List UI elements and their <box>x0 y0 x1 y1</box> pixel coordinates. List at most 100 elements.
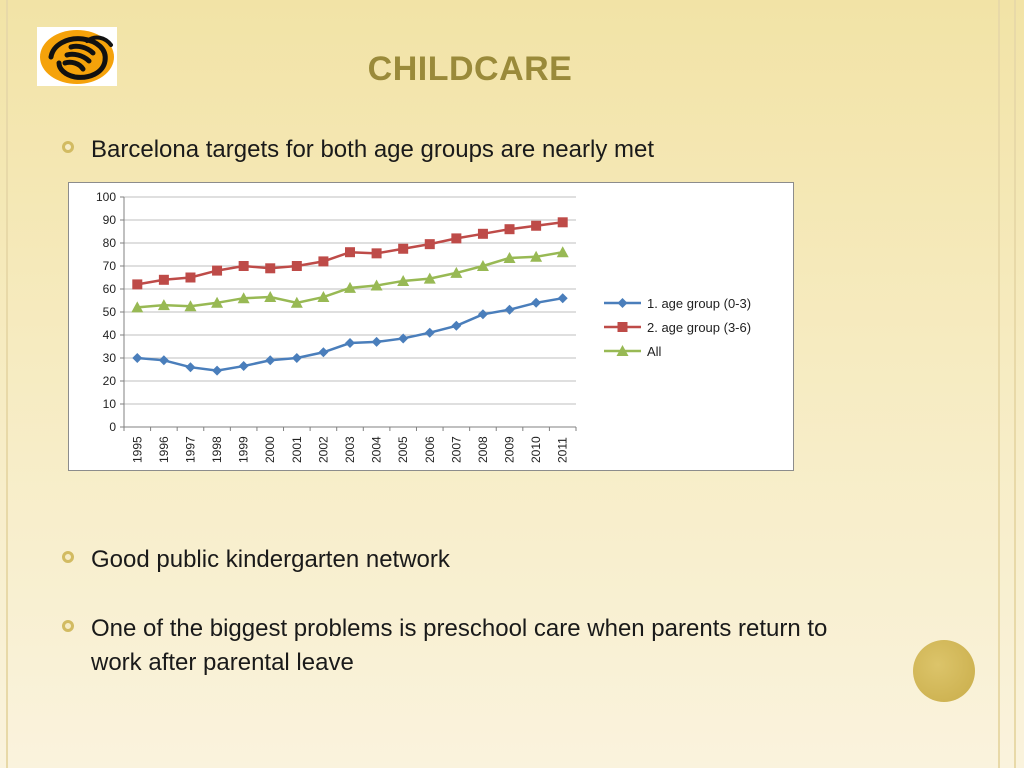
bullet-text: One of the biggest problems is preschool… <box>91 615 828 676</box>
data-point <box>398 243 409 254</box>
data-point <box>397 274 410 286</box>
data-point <box>185 272 196 283</box>
x-tick-label: 2007 <box>449 436 463 463</box>
data-point <box>264 291 277 303</box>
y-tick-label: 90 <box>103 213 117 227</box>
data-point <box>504 224 515 235</box>
data-point <box>531 297 542 308</box>
x-tick-label: 2003 <box>343 436 357 463</box>
data-point <box>398 333 409 344</box>
data-point <box>451 320 462 331</box>
data-point <box>265 355 276 366</box>
bullet-icon <box>62 620 74 632</box>
x-tick-label: 2001 <box>290 436 304 463</box>
data-point <box>318 347 329 358</box>
bullet-text: Barcelona targets for both age groups ar… <box>91 136 654 163</box>
data-point <box>424 239 435 250</box>
data-point <box>345 338 355 349</box>
data-point <box>291 353 302 363</box>
data-point <box>423 272 436 284</box>
y-tick-label: 50 <box>103 305 117 319</box>
x-tick-label: 1995 <box>130 436 144 463</box>
data-point <box>237 292 250 304</box>
x-tick-label: 1998 <box>210 436 224 463</box>
x-tick-label: 2002 <box>316 436 330 463</box>
data-point <box>345 247 355 258</box>
data-point <box>616 345 629 356</box>
data-point <box>503 251 516 263</box>
data-point <box>617 298 628 308</box>
x-tick-label: 2011 <box>556 437 570 463</box>
bullet-icon <box>62 551 74 563</box>
data-point <box>185 362 196 373</box>
y-tick-label: 40 <box>103 328 117 342</box>
data-point <box>451 233 462 244</box>
data-point <box>344 281 356 293</box>
y-tick-label: 80 <box>103 236 117 250</box>
y-tick-label: 70 <box>103 259 117 273</box>
legend-label: All <box>647 344 662 359</box>
y-tick-label: 0 <box>109 420 116 434</box>
frame-line-right-inner <box>998 0 1000 768</box>
data-point <box>530 250 543 262</box>
data-point <box>238 261 249 271</box>
bullet-item: One of the biggest problems is preschool… <box>62 612 882 680</box>
decorative-circle <box>913 640 975 702</box>
data-point <box>504 304 515 315</box>
data-point <box>132 279 143 290</box>
x-tick-label: 2009 <box>503 436 517 463</box>
data-point <box>290 296 303 308</box>
data-point <box>557 217 568 228</box>
bullet-item: Barcelona targets for both age groups ar… <box>62 133 654 167</box>
data-point <box>617 322 628 332</box>
x-tick-label: 1996 <box>157 436 171 463</box>
line-chart: 0 10 20 30 40 50 60 70 80 90 100 1995 1996 1997 1998 19… <box>68 182 794 471</box>
y-tick-label: 30 <box>103 351 117 365</box>
data-point <box>371 248 382 259</box>
legend-label: 2. age group (3-6) <box>647 320 751 335</box>
data-point <box>477 309 488 320</box>
x-tick-label: 1997 <box>183 436 197 463</box>
data-point <box>371 336 382 347</box>
chart-svg: 0 10 20 30 40 50 60 70 80 90 100 1995 1996 1997 1998 19… <box>96 190 751 463</box>
y-tick-label: 60 <box>103 282 117 296</box>
data-point <box>158 274 169 285</box>
data-point <box>476 260 489 271</box>
x-tick-label: 2005 <box>396 436 410 463</box>
series-line <box>137 250 563 309</box>
data-point <box>531 220 542 231</box>
data-point <box>556 246 569 258</box>
data-point <box>184 300 197 312</box>
x-tick-label: 2006 <box>423 436 437 463</box>
data-point <box>318 256 329 267</box>
data-point <box>157 299 170 311</box>
frame-line-left <box>6 0 8 768</box>
bullet-icon <box>62 141 74 153</box>
data-point <box>132 353 143 363</box>
data-point <box>158 355 169 366</box>
slide-title: CHILDCARE <box>367 50 573 88</box>
data-point <box>238 361 249 372</box>
hand-logo-icon <box>37 27 117 86</box>
legend-label: 1. age group (0-3) <box>647 296 751 311</box>
data-point <box>212 265 223 276</box>
y-tick-label: 10 <box>103 397 117 411</box>
data-point <box>211 296 224 308</box>
data-point <box>477 228 488 239</box>
x-tick-label: 2008 <box>476 436 490 463</box>
data-point <box>265 263 276 274</box>
frame-line-right-outer <box>1014 0 1016 768</box>
bullet-text: Good public kindergarten network <box>91 546 450 573</box>
data-point <box>557 293 568 304</box>
data-point <box>291 261 302 271</box>
data-point <box>317 291 330 303</box>
x-tick-label: 2004 <box>370 436 384 463</box>
data-point <box>131 301 144 313</box>
series-line <box>137 296 563 372</box>
bullet-item: Good public kindergarten network <box>62 543 450 577</box>
data-point <box>212 365 223 376</box>
data-point <box>424 327 435 338</box>
x-tick-label: 1999 <box>237 436 251 463</box>
y-tick-label: 20 <box>103 374 117 388</box>
x-tick-label: 2000 <box>263 436 277 463</box>
